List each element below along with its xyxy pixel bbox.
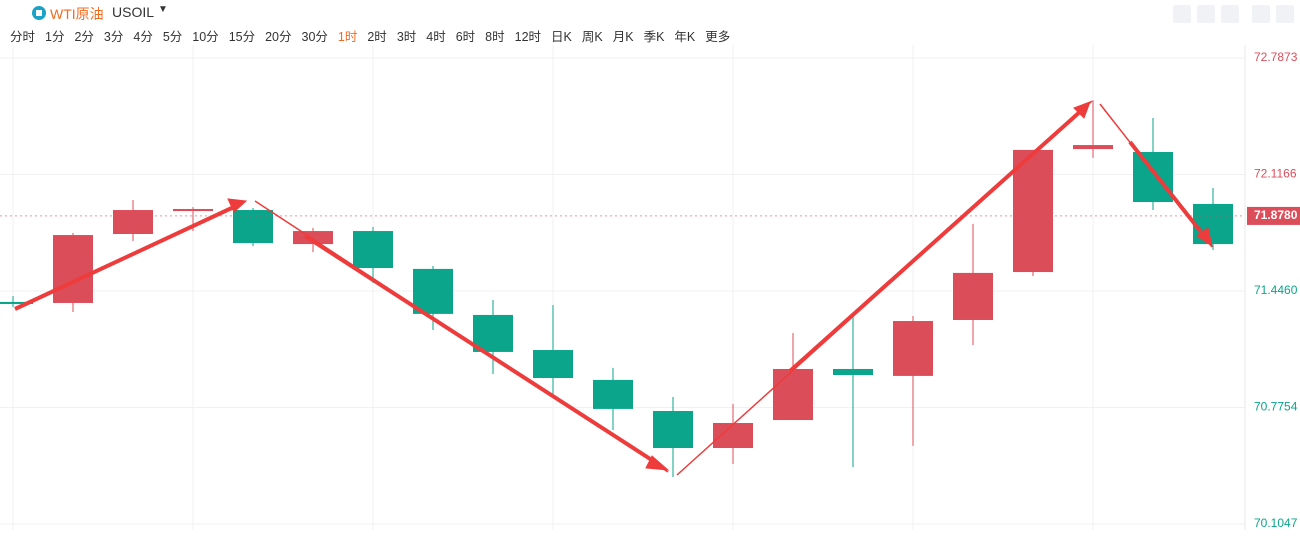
interval-button[interactable]: 3时 [396, 30, 417, 44]
interval-button[interactable]: 12时 [514, 30, 542, 44]
y-tick-label: 70.7754 [1254, 400, 1298, 414]
candle-body [713, 422, 753, 449]
tool-button[interactable] [1221, 5, 1239, 23]
candle-body [53, 235, 93, 303]
candle-body [1133, 152, 1173, 203]
interval-button[interactable]: 月K [612, 30, 634, 44]
candle-body [293, 231, 333, 245]
candle-body [1073, 145, 1113, 150]
interval-button[interactable]: 6时 [455, 30, 476, 44]
fullscreen-button[interactable] [1252, 5, 1270, 23]
candle-body [353, 231, 393, 269]
candle-body [533, 350, 573, 379]
y-tick-label: 70.1047 [1254, 516, 1298, 530]
symbol-icon [32, 6, 46, 20]
candle-body [173, 208, 213, 212]
candle-body [113, 210, 153, 234]
y-tick-label: 72.7873 [1254, 50, 1298, 64]
interval-button[interactable]: 2时 [367, 30, 387, 44]
symbol-code[interactable]: USOIL [112, 4, 155, 20]
symbol-name[interactable]: WTI原油 [50, 6, 104, 22]
candle-body [413, 268, 453, 314]
candle-body [953, 272, 993, 320]
last-price-label: 71.8780 [1254, 208, 1298, 222]
candle-body [1193, 203, 1233, 245]
interval-button[interactable]: 4时 [426, 30, 446, 44]
candle-body [893, 321, 933, 376]
candle-body [0, 301, 33, 305]
y-tick-label: 72.1166 [1254, 167, 1297, 181]
candle-body [233, 210, 273, 244]
interval-button[interactable]: 4分 [133, 30, 153, 44]
candle-body [1013, 149, 1053, 273]
candle-body [773, 368, 813, 421]
interval-button[interactable]: 20分 [265, 30, 292, 44]
tool-button[interactable] [1197, 5, 1215, 23]
y-tick-label: 71.4460 [1254, 283, 1298, 297]
interval-button[interactable]: 3分 [103, 30, 124, 44]
interval-button[interactable]: 日K [551, 30, 572, 44]
annotation-arrows [14, 100, 1213, 476]
interval-button[interactable]: 10分 [192, 30, 219, 44]
interval-button[interactable]: 周K [581, 30, 603, 44]
interval-button[interactable]: 更多 [705, 30, 731, 44]
interval-button[interactable]: 季K [643, 30, 665, 44]
interval-button[interactable]: 8时 [485, 30, 505, 44]
interval-button[interactable]: 30分 [301, 30, 328, 44]
close-button[interactable] [1276, 5, 1294, 23]
interval-button[interactable]: 15分 [228, 30, 256, 44]
candle-body [653, 411, 693, 449]
interval-button[interactable]: 分时 [10, 30, 36, 44]
interval-bar: 分时 1分 2分 3分 4分 5分 10分 15分 20分 30分 1时 2时 3时 4时 6时 8时 12时日… [0, 26, 1300, 46]
interval-button[interactable]: 1分 [45, 30, 65, 44]
header: WTI原油 USOIL ▼ [0, 0, 1300, 26]
interval-button[interactable]: 5分 [162, 30, 183, 44]
candle-body [473, 314, 513, 352]
interval-button[interactable]: 年K [674, 30, 696, 44]
dropdown-caret[interactable]: ▼ [158, 4, 168, 15]
interval-button[interactable]: 1时 [337, 30, 358, 44]
candle-body [833, 368, 873, 376]
interval-button[interactable]: 2分 [74, 30, 94, 44]
last-price-tag [1247, 206, 1300, 225]
candle-body [593, 379, 633, 409]
tool-button[interactable] [1173, 5, 1191, 23]
